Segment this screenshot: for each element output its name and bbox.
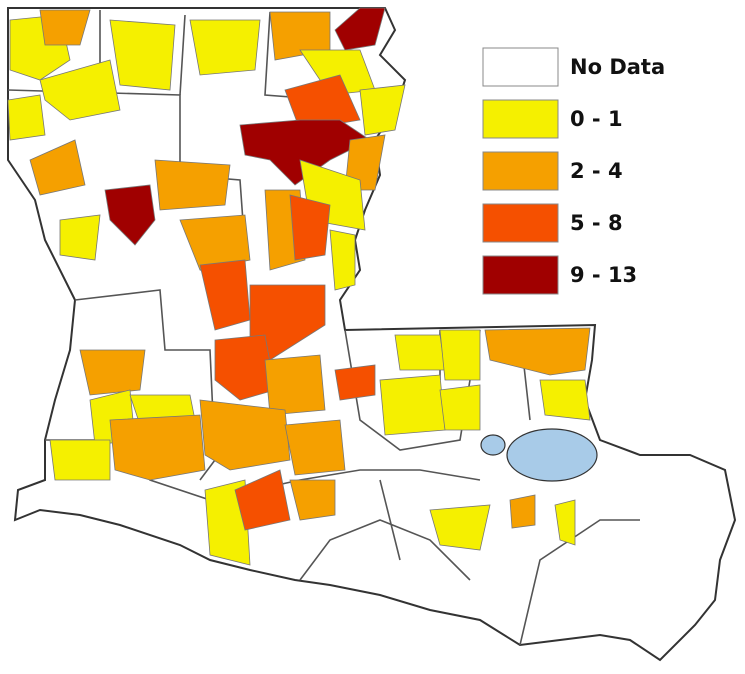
legend-swatch	[482, 151, 559, 191]
region	[359, 84, 406, 136]
legend-label: 9 - 13	[570, 263, 637, 287]
legend-label: 0 - 1	[570, 107, 623, 131]
region	[539, 379, 591, 421]
region	[379, 374, 446, 436]
lake	[506, 428, 598, 482]
lake	[480, 434, 506, 456]
region	[334, 7, 386, 51]
region	[249, 284, 326, 361]
region	[104, 184, 156, 246]
region	[439, 384, 481, 431]
legend-swatch	[482, 99, 559, 139]
region	[109, 414, 206, 481]
region	[154, 159, 231, 211]
region	[234, 469, 291, 531]
region	[554, 499, 576, 546]
region	[264, 354, 326, 416]
patches	[7, 7, 591, 566]
region	[509, 494, 536, 529]
region	[189, 19, 261, 76]
region	[429, 504, 491, 551]
region	[29, 139, 86, 196]
legend-swatch	[482, 203, 559, 243]
region	[109, 19, 176, 91]
region	[344, 134, 386, 191]
region	[394, 334, 446, 371]
legend-label: 2 - 4	[570, 159, 623, 183]
region	[49, 439, 111, 481]
region	[79, 349, 146, 396]
region	[484, 327, 591, 376]
water	[480, 428, 598, 482]
region	[59, 214, 101, 261]
region	[284, 74, 361, 131]
region	[39, 59, 121, 121]
region	[39, 9, 91, 46]
legend-label: No Data	[570, 55, 665, 79]
region	[199, 399, 291, 471]
region	[179, 214, 251, 271]
region	[239, 119, 371, 186]
region	[7, 94, 46, 141]
region	[329, 229, 356, 291]
legend-label: 5 - 8	[570, 211, 623, 235]
region	[334, 364, 376, 401]
parish-line	[74, 289, 216, 481]
legend-swatch	[482, 255, 559, 295]
region	[289, 194, 331, 261]
region	[284, 419, 346, 476]
region	[439, 329, 481, 381]
legend: No Data 0 - 1 2 - 4 5 - 8 9 - 13	[482, 47, 665, 295]
region	[289, 479, 336, 521]
region	[214, 334, 276, 401]
legend-swatch	[482, 47, 559, 87]
